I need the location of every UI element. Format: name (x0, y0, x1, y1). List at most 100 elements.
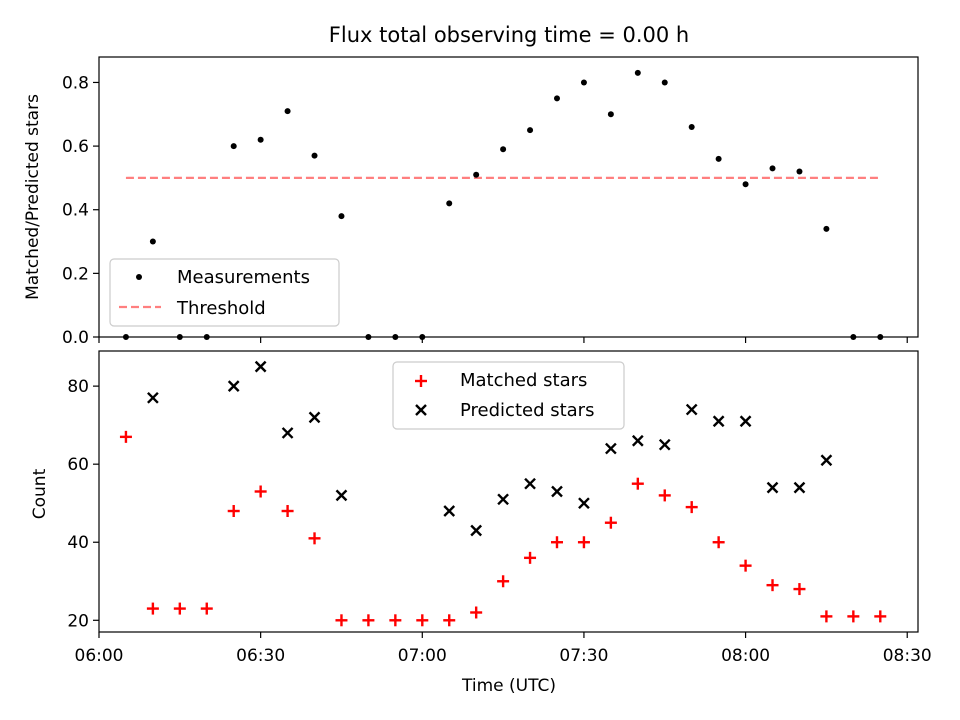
measurement-point (500, 146, 507, 153)
predicted-point-b (793, 481, 806, 494)
predicted-point (685, 403, 698, 416)
matched-point (631, 477, 644, 490)
count-panel: Count Time (UTC) 20 40 60 80 06:00 06:30 07:0… (30, 350, 932, 696)
matched-point (497, 575, 510, 588)
measurement-point (257, 136, 264, 143)
matched-point (820, 610, 833, 623)
matched-point (470, 606, 483, 619)
predicted-point-b (470, 524, 483, 537)
predicted-point-b (551, 485, 563, 498)
predicted-point (254, 360, 267, 373)
bottom-y-ticks: 20 40 60 80 (67, 377, 99, 631)
bottom-y-tick-label: 40 (67, 533, 89, 553)
bottom-y-tick-label: 60 (67, 455, 89, 475)
matched-point (847, 610, 860, 623)
bottom-plot-marks (119, 360, 887, 627)
x-tick-label: 06:00 (75, 646, 124, 666)
measurement-point (742, 181, 749, 188)
top-y-tick-label: 0.0 (62, 328, 89, 348)
measurement-point (688, 124, 695, 130)
ratio-panel: Flux total observing time = 0.00 h Match… (23, 23, 919, 348)
predicted-point (335, 489, 348, 502)
matched-point (362, 614, 375, 627)
measurement-point (284, 108, 291, 115)
measurement-point (607, 111, 614, 118)
predicted-point (281, 427, 294, 439)
predicted-point (712, 415, 725, 428)
bottom-x-ticks: 06:00 06:30 07:00 07:30 08:00 08:30 (75, 632, 932, 666)
matched-point (389, 614, 402, 627)
matched-point (685, 501, 698, 514)
top-y-tick-label: 0.6 (62, 137, 89, 157)
measurement-point (446, 200, 453, 207)
x-axis-label: Time (UTC) (461, 676, 556, 696)
predicted-point-b (712, 415, 725, 428)
matched-point (173, 602, 186, 615)
legend-matched-marker (415, 375, 427, 387)
bottom-y-tick-label: 20 (67, 611, 89, 631)
x-tick-label: 07:00 (398, 646, 447, 666)
predicted-point-b (578, 497, 590, 510)
bottom-legend-box (392, 361, 625, 430)
predicted-point-b (631, 434, 644, 447)
matched-point (146, 602, 159, 615)
matched-point (739, 559, 752, 572)
top-legend-box (109, 258, 340, 327)
predicted-point-b (685, 403, 698, 416)
matched-point (550, 536, 563, 549)
matched-point (281, 505, 294, 518)
measurement-point (527, 127, 534, 134)
predicted-point (820, 454, 833, 467)
legend-matched-label: Matched stars (460, 370, 587, 391)
predicted-point (308, 411, 321, 424)
matched-point (793, 583, 806, 596)
predicted-point-b (443, 505, 456, 517)
matched-point (335, 614, 348, 627)
top-y-ticks: 0.0 0.2 0.4 0.6 0.8 (62, 73, 99, 348)
matched-point (658, 489, 671, 502)
bottom-y-tick-label: 80 (67, 377, 89, 397)
measurement-point (715, 155, 722, 162)
matched-point (416, 614, 429, 627)
x-tick-label: 06:30 (236, 646, 285, 666)
matched-point (119, 430, 132, 443)
predicted-point (497, 493, 509, 506)
x-tick-label: 08:00 (721, 646, 770, 666)
bottom-y-axis-label: Count (30, 468, 50, 519)
predicted-point-b (227, 380, 240, 392)
predicted-point-b (658, 438, 671, 451)
legend-measurements-marker (136, 274, 142, 280)
x-tick-label: 08:30 (883, 646, 932, 666)
predicted-point-b (739, 415, 752, 428)
legend-measurements-label: Measurements (177, 267, 310, 288)
measurement-point (661, 79, 668, 86)
matched-point (524, 551, 537, 564)
top-axes-frame (98, 56, 919, 338)
chart-title: Flux total observing time = 0.00 h (329, 23, 689, 47)
matched-point (308, 532, 321, 545)
predicted-point (470, 524, 483, 537)
predicted-point (793, 481, 806, 494)
top-y-tick-label: 0.4 (62, 201, 89, 221)
legend-threshold-label: Threshold (176, 298, 266, 319)
matched-point (766, 579, 779, 592)
measurement-point (796, 168, 803, 175)
measurement-point (311, 152, 318, 159)
top-plot-marks (122, 69, 884, 340)
predicted-point (766, 481, 779, 494)
predicted-point (739, 415, 752, 428)
x-tick-label: 07:30 (559, 646, 608, 666)
predicted-point-b (335, 489, 348, 502)
top-y-axis-label: Matched/Predicted stars (23, 94, 43, 300)
predicted-point-b (497, 493, 509, 506)
measurement-point (473, 171, 480, 178)
bottom-legend: Matched stars Predicted stars (392, 361, 625, 430)
predicted-point-b (308, 411, 321, 424)
matched-point (577, 536, 590, 549)
predicted-point (443, 505, 456, 517)
measurement-point (149, 238, 156, 245)
predicted-point (658, 438, 671, 451)
predicted-point (631, 434, 644, 447)
predicted-point (578, 497, 590, 510)
